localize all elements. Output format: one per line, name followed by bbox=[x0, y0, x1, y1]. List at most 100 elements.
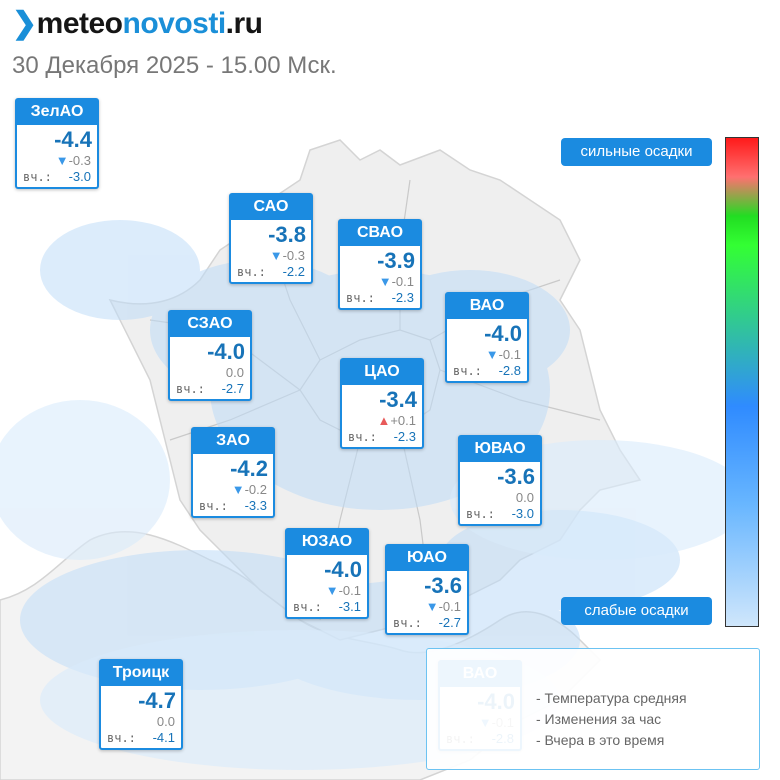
trend-down-icon: ▼ bbox=[378, 274, 392, 289]
district-name: ЮАО bbox=[386, 545, 468, 571]
strong-precip-label: сильные осадки bbox=[561, 138, 712, 166]
yesterday-value: -2.7 bbox=[438, 615, 461, 630]
hourly-change: ▼-0.3 bbox=[231, 247, 311, 264]
yesterday-label: вч.: bbox=[466, 507, 495, 521]
trend-down-icon: ▼ bbox=[55, 153, 69, 168]
hourly-change: 0.0 bbox=[101, 713, 181, 730]
district-name: Троицк bbox=[100, 660, 182, 686]
trend-down-icon: ▼ bbox=[425, 599, 439, 614]
hourly-change-value: -0.1 bbox=[338, 583, 361, 598]
yesterday-label: вч.: bbox=[107, 731, 136, 745]
yesterday-label: вч.: bbox=[348, 430, 377, 444]
district-temperature: -3.9 bbox=[377, 248, 415, 273]
yesterday-value: -2.7 bbox=[221, 381, 244, 396]
district-temperature: -3.8 bbox=[268, 222, 306, 247]
trend-down-icon: ▼ bbox=[269, 248, 283, 263]
district-card-yuao: ЮАО -3.6 ▼-0.1 вч.: -2.7 bbox=[385, 544, 469, 635]
trend-up-icon: ▲ bbox=[377, 413, 391, 428]
district-card-zao: ЗАО -4.2 ▼-0.2 вч.: -3.3 bbox=[191, 427, 275, 518]
trend-down-icon: ▼ bbox=[485, 347, 499, 362]
yesterday-label: вч.: bbox=[293, 600, 322, 614]
district-name: СВАО bbox=[339, 220, 421, 246]
yesterday-label: вч.: bbox=[346, 291, 375, 305]
district-temperature: -3.6 bbox=[424, 573, 462, 598]
yesterday-value: -2.8 bbox=[498, 363, 521, 378]
district-temperature: -3.6 bbox=[497, 464, 535, 489]
trend-down-icon: ▼ bbox=[325, 583, 339, 598]
yesterday-value: -3.3 bbox=[244, 498, 267, 513]
district-name: СЗАО bbox=[169, 311, 251, 337]
yesterday-row: вч.: -2.8 bbox=[447, 363, 527, 381]
yesterday-value: -2.3 bbox=[393, 429, 416, 444]
precipitation-scale-bar bbox=[725, 137, 759, 627]
yesterday-label: вч.: bbox=[176, 382, 205, 396]
hourly-change-value: -0.3 bbox=[68, 153, 91, 168]
yesterday-row: вч.: -2.3 bbox=[340, 290, 420, 308]
yesterday-row: вч.: -2.3 bbox=[342, 429, 422, 447]
district-name: ЦАО bbox=[341, 359, 423, 385]
district-card-svao: СВАО -3.9 ▼-0.1 вч.: -2.3 bbox=[338, 219, 422, 310]
district-name: ВАО bbox=[446, 293, 528, 319]
key-desc-temp: - Температура средняя bbox=[536, 690, 687, 706]
yesterday-row: вч.: -2.7 bbox=[170, 381, 250, 399]
hourly-change-value: 0.0 bbox=[515, 490, 534, 505]
hourly-change-value: 0.0 bbox=[225, 365, 244, 380]
yesterday-label: вч.: bbox=[453, 364, 482, 378]
yesterday-row: вч.: -3.0 bbox=[17, 169, 97, 187]
hourly-change: ▼-0.1 bbox=[340, 273, 420, 290]
district-temperature: -4.0 bbox=[324, 557, 362, 582]
yesterday-value: -3.0 bbox=[511, 506, 534, 521]
hourly-change: ▼-0.1 bbox=[447, 346, 527, 363]
yesterday-label: вч.: bbox=[237, 265, 266, 279]
brand-part-novosti: novosti bbox=[122, 7, 227, 40]
hourly-change-value: +0.1 bbox=[390, 413, 416, 428]
brand-part-meteo: meteo bbox=[36, 7, 123, 40]
hourly-change: ▼-0.3 bbox=[17, 152, 97, 169]
district-card-zelao: ЗелАО -4.4 ▼-0.3 вч.: -3.0 bbox=[15, 98, 99, 189]
brand-logo: ❯meteonovosti.ru bbox=[12, 6, 263, 41]
yesterday-row: вч.: -3.3 bbox=[193, 498, 273, 516]
timestamp: 30 Декабря 2025 - 15.00 Мск. bbox=[12, 52, 337, 79]
hourly-change: 0.0 bbox=[460, 489, 540, 506]
district-card-cao: ЦАО -3.4 ▲+0.1 вч.: -2.3 bbox=[340, 358, 424, 449]
yesterday-value: -3.1 bbox=[338, 599, 361, 614]
district-temperature: -3.4 bbox=[379, 387, 417, 412]
district-temperature: -4.0 bbox=[207, 339, 245, 364]
district-name: ЗАО bbox=[192, 428, 274, 454]
yesterday-label: вч.: bbox=[199, 499, 228, 513]
yesterday-value: -2.3 bbox=[391, 290, 414, 305]
hourly-change: ▲+0.1 bbox=[342, 412, 422, 429]
hourly-change: ▼-0.1 bbox=[287, 582, 367, 599]
hourly-change-value: -0.1 bbox=[498, 347, 521, 362]
district-name: ЗелАО bbox=[16, 99, 98, 125]
hourly-change: ▼-0.2 bbox=[193, 481, 273, 498]
yesterday-label: вч.: bbox=[393, 616, 422, 630]
brand-chevron-icon: ❯ bbox=[12, 7, 37, 40]
yesterday-row: вч.: -2.2 bbox=[231, 264, 311, 282]
yesterday-value: -4.1 bbox=[152, 730, 175, 745]
hourly-change-value: -0.2 bbox=[244, 482, 267, 497]
weak-precip-label: слабые осадки bbox=[561, 597, 712, 625]
hourly-change-value: -0.1 bbox=[438, 599, 461, 614]
hourly-change: ▼-0.1 bbox=[387, 598, 467, 615]
yesterday-row: вч.: -3.0 bbox=[460, 506, 540, 524]
district-card-sao: САО -3.8 ▼-0.3 вч.: -2.2 bbox=[229, 193, 313, 284]
key-desc-yesterday: - Вчера в это время bbox=[536, 732, 665, 748]
district-temperature: -4.7 bbox=[138, 688, 176, 713]
yesterday-label: вч.: bbox=[23, 170, 52, 184]
district-temperature: -4.2 bbox=[230, 456, 268, 481]
brand-part-domain: .ru bbox=[225, 7, 263, 40]
district-card-yuvao: ЮВАО -3.6 0.0 вч.: -3.0 bbox=[458, 435, 542, 526]
district-temperature: -4.4 bbox=[54, 127, 92, 152]
hourly-change-value: -0.1 bbox=[391, 274, 414, 289]
district-card-troitsk: Троицк -4.7 0.0 вч.: -4.1 bbox=[99, 659, 183, 750]
yesterday-row: вч.: -3.1 bbox=[287, 599, 367, 617]
hourly-change: 0.0 bbox=[170, 364, 250, 381]
hourly-change-value: 0.0 bbox=[156, 714, 175, 729]
key-desc-change: - Изменения за час bbox=[536, 711, 662, 727]
district-card-vao: ВАО -4.0 ▼-0.1 вч.: -2.8 bbox=[445, 292, 529, 383]
district-name: ЮЗАО bbox=[286, 529, 368, 555]
district-name: ЮВАО bbox=[459, 436, 541, 462]
legend-key-box bbox=[426, 648, 760, 770]
yesterday-row: вч.: -4.1 bbox=[101, 730, 181, 748]
